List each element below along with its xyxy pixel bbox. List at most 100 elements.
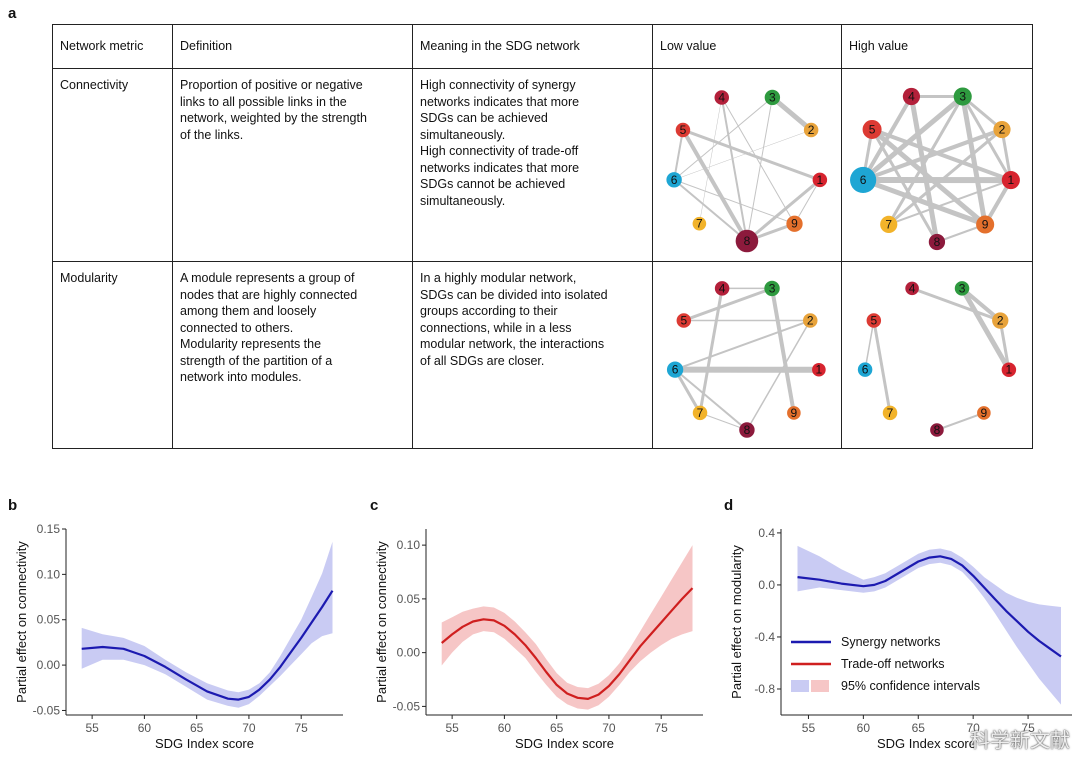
network-edge: [887, 179, 1012, 226]
chart-legend: Synergy networks Trade-off networks 95% co…: [791, 635, 980, 693]
x-tick-label: 60: [857, 721, 871, 735]
network-edge: [682, 286, 774, 322]
network-node-label: 5: [680, 123, 687, 137]
network-node-label: 4: [909, 281, 916, 295]
legend-label: 95% confidence intervals: [841, 679, 980, 693]
y-tick-label: 0.00: [37, 658, 61, 672]
network-node-label: 7: [697, 406, 704, 420]
network-node: [993, 120, 1011, 139]
network-node-label: 5: [869, 122, 876, 136]
network-edge: [720, 96, 748, 242]
metric-connectivity: Connectivity: [52, 68, 173, 262]
network-node: [1001, 171, 1020, 190]
network-node: [930, 423, 944, 437]
legend-swatch-band: [811, 680, 829, 692]
network-node-label: 7: [696, 217, 703, 231]
watermark: 科学新文献: [970, 728, 1070, 752]
network-edge: [860, 94, 966, 183]
network-node-label: 6: [860, 173, 867, 187]
x-axis-title: SDG Index score: [877, 736, 976, 751]
network-edge: [673, 128, 684, 181]
network-node: [880, 215, 898, 234]
x-tick-label: 70: [242, 721, 256, 735]
header-definition: Definition: [172, 24, 413, 69]
x-tick-label: 60: [498, 721, 512, 735]
legend-swatch-band: [791, 680, 809, 692]
network-node: [992, 312, 1009, 329]
chart-c: 55 60 65 70 75 -0.05 0.00 0.05 0.10 SDG Index sco…: [374, 529, 703, 751]
network-node-label: 1: [816, 363, 823, 377]
network-node: [882, 405, 898, 421]
x-tick-label: 65: [190, 721, 204, 735]
x-tick-label: 65: [550, 721, 564, 735]
x-tick-label: 55: [85, 721, 99, 735]
y-tick-label: 0.0: [758, 578, 775, 592]
table-row-modularity: Modularity A module represents a group o…: [52, 261, 1033, 449]
legend-label: Synergy networks: [841, 635, 940, 649]
network-node: [1001, 362, 1017, 377]
x-tick-label: 70: [602, 721, 616, 735]
network-graph-modularity-high: 4 3 2 5 1 6 9 7 8: [857, 281, 1017, 437]
y-tick-label: 0.10: [397, 538, 421, 552]
network-node-label: 3: [959, 281, 966, 295]
network-node-label: 3: [769, 90, 776, 104]
x-tick-label: 55: [445, 721, 459, 735]
network-node-label: 2: [999, 123, 1006, 137]
network-edge: [698, 286, 724, 415]
network-modularity-high: 4 3 2 5 1 6 9 7 8: [841, 261, 1033, 449]
network-node: [739, 422, 755, 438]
network-metrics-table: Network metric Definition Meaning in the…: [52, 24, 1033, 449]
network-edge: [674, 319, 812, 371]
y-axis-title: Partial effect on modularity: [729, 545, 744, 699]
panel-d-letter: d: [724, 497, 734, 514]
network-node-label: 2: [808, 123, 815, 137]
network-edge: [794, 179, 821, 225]
network-modularity-low: 4 3 2 5 1 6 9 7 8: [652, 261, 842, 449]
network-edge: [960, 286, 1003, 323]
network-edge: [673, 96, 773, 181]
x-tick-label: 75: [295, 721, 309, 735]
network-node-label: 2: [807, 314, 814, 328]
network-node: [803, 122, 819, 138]
meaning-modularity: In a highly modular network, SDGs can be…: [412, 261, 653, 449]
network-edge: [699, 412, 748, 431]
metric-modularity: Modularity: [52, 261, 173, 449]
network-node: [954, 281, 970, 296]
y-tick-label: 0.10: [37, 567, 61, 581]
network-edge: [872, 318, 892, 415]
definition-modularity: A module represents a group of nodes tha…: [172, 261, 413, 449]
network-graph-connectivity-low: 4 3 2 5 1 6 9 7 8: [666, 89, 828, 253]
network-edge: [673, 179, 796, 225]
confidence-band: [441, 545, 693, 710]
series-line: [797, 555, 1062, 658]
network-edge: [745, 178, 822, 243]
network-node: [692, 405, 708, 421]
y-tick-label: -0.4: [754, 630, 775, 644]
network-node-label: 9: [982, 217, 989, 231]
network-node-label: 6: [671, 173, 678, 187]
network-node: [675, 122, 691, 138]
network-node-label: 8: [934, 423, 941, 437]
network-edge: [681, 128, 822, 182]
y-tick-label: -0.05: [393, 699, 421, 713]
chart-b: 55 60 65 70 75 -0.05 0.00 0.05 0.10 0.15 SDG Index…: [14, 522, 343, 751]
network-node-label: 7: [885, 217, 892, 231]
network-edges: [864, 285, 1012, 431]
x-tick-label: 70: [966, 721, 980, 735]
confidence-band: [81, 541, 333, 708]
network-connectivity-high: 4 3 2 5 1 6 9 7 8: [841, 68, 1033, 262]
network-node: [812, 172, 828, 188]
x-tick-label: 75: [655, 721, 669, 735]
network-node: [862, 119, 882, 139]
network-nodes: 4 3 2 5 1 6 9 7 8: [666, 89, 828, 253]
network-edge: [746, 319, 812, 431]
network-edge: [770, 286, 796, 415]
network-node: [714, 90, 730, 105]
network-edge: [960, 94, 988, 227]
network-node: [666, 361, 684, 378]
series-line: [440, 587, 694, 700]
network-node-label: 8: [744, 234, 751, 248]
x-tick-label: 65: [912, 721, 926, 735]
network-edge: [870, 127, 1013, 183]
network-edge: [961, 95, 1013, 182]
